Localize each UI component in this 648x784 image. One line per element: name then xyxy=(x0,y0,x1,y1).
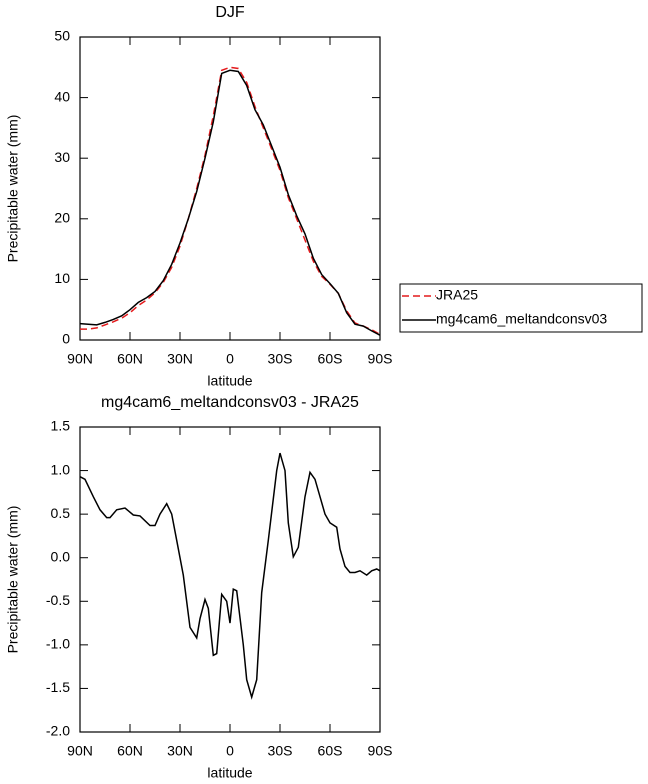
x-tick-label: 60S xyxy=(318,351,343,367)
x-tick-label: 90N xyxy=(67,743,93,759)
legend-label: JRA25 xyxy=(436,287,478,303)
plot-frame xyxy=(79,36,381,341)
legend-box xyxy=(399,283,643,333)
y-tick-label: 40 xyxy=(54,88,70,104)
x-tick-label: 60S xyxy=(318,743,343,759)
data-line xyxy=(79,452,381,700)
y-tick-label: -1.0 xyxy=(46,636,70,652)
x-tick-label: 30N xyxy=(167,351,193,367)
chart-title: DJF xyxy=(215,4,245,21)
y-tick-label: 0 xyxy=(62,331,70,347)
x-tick-label: 0 xyxy=(226,351,234,367)
y-tick-label: 0.0 xyxy=(51,548,71,564)
x-tick-label: 30S xyxy=(268,351,293,367)
x-axis-label: latitude xyxy=(207,373,252,389)
y-tick-label: 30 xyxy=(54,149,70,165)
y-axis-label: Precipitable water (mm) xyxy=(5,115,21,263)
x-tick-label: 90N xyxy=(67,351,93,367)
data-line xyxy=(79,69,381,336)
x-tick-label: 30N xyxy=(167,743,193,759)
data-line xyxy=(80,66,381,336)
legend-label: mg4cam6_meltandconsv03 xyxy=(436,311,607,327)
x-tick-label: 30S xyxy=(268,743,293,759)
chart-title: mg4cam6_meltandconsv03 - JRA25 xyxy=(101,394,359,411)
x-tick-label: 60N xyxy=(117,351,143,367)
plot-frame xyxy=(79,426,381,733)
y-axis-label: Precipitable water (mm) xyxy=(5,506,21,654)
y-tick-label: -0.5 xyxy=(46,592,70,608)
y-tick-label: 20 xyxy=(54,210,70,226)
y-tick-label: -2.0 xyxy=(46,723,70,739)
y-tick-label: 10 xyxy=(54,270,70,286)
x-tick-label: 90S xyxy=(368,351,393,367)
y-tick-label: 50 xyxy=(54,28,70,44)
x-axis-label: latitude xyxy=(207,765,252,781)
y-tick-label: 1.0 xyxy=(51,461,71,477)
y-tick-label: 0.5 xyxy=(51,505,71,521)
x-tick-label: 60N xyxy=(117,743,143,759)
y-tick-label: -1.5 xyxy=(46,679,70,695)
x-tick-label: 0 xyxy=(226,743,234,759)
y-tick-label: 1.5 xyxy=(51,418,71,434)
x-tick-label: 90S xyxy=(368,743,393,759)
